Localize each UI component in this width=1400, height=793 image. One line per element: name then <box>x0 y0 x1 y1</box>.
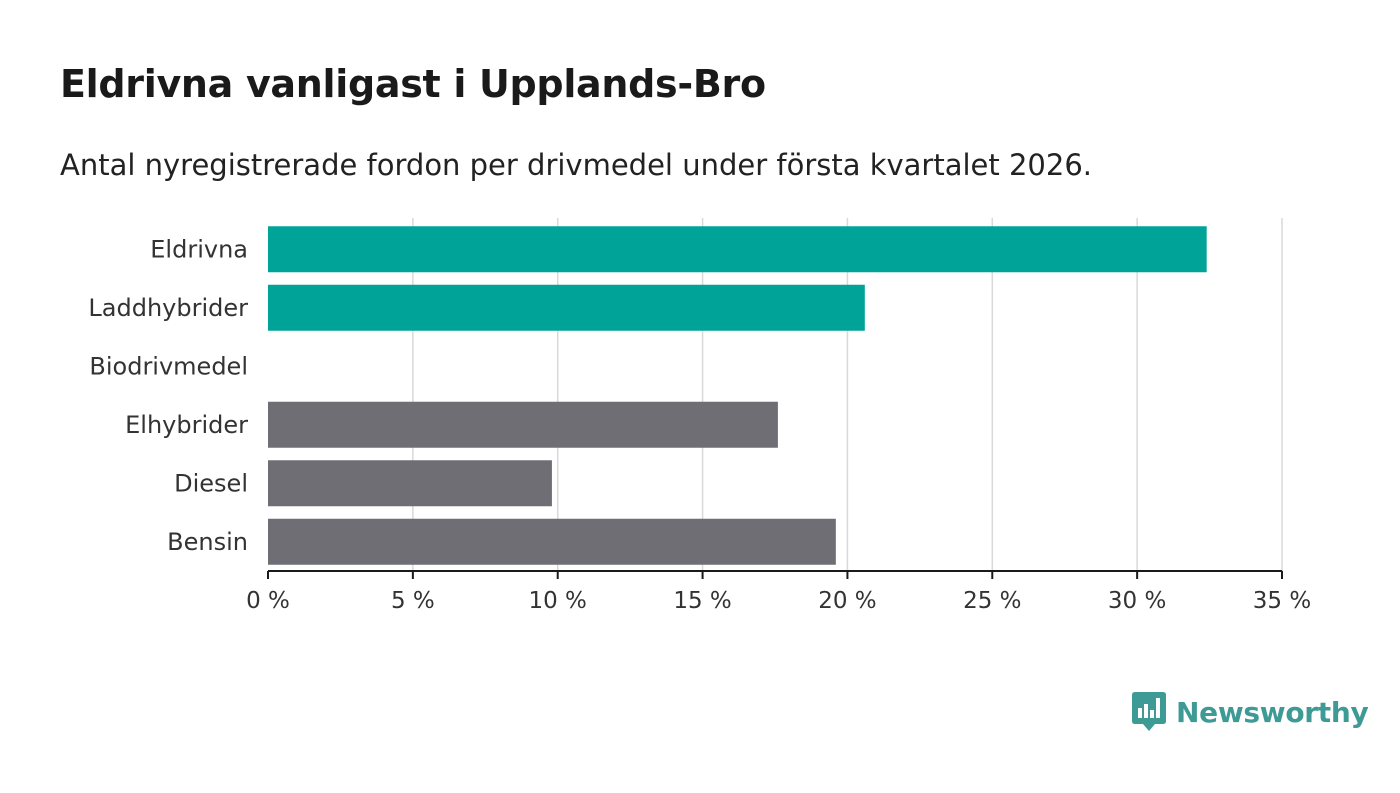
bar-laddhybrider <box>268 284 865 331</box>
bar-eldrivna <box>268 226 1207 273</box>
brand-name: Newsworthy <box>1176 695 1369 729</box>
x-axis: 0 % 5 % 10 % 15 % 20 % 25 % 30 % 35 % <box>246 570 1311 614</box>
bars <box>268 226 1207 565</box>
bar-bensin <box>268 518 836 565</box>
category-label: Biodrivmedel <box>89 352 248 380</box>
x-tick-label: 25 % <box>963 588 1021 614</box>
newsworthy-logo-icon <box>1132 692 1166 731</box>
bar-diesel <box>268 460 552 507</box>
category-label: Bensin <box>167 528 248 556</box>
x-tick-label: 20 % <box>818 588 876 614</box>
x-tick-label: 15 % <box>673 588 731 614</box>
brand-logo: Newsworthy <box>1132 692 1369 732</box>
x-tick-label: 10 % <box>528 588 586 614</box>
x-tick-label: 5 % <box>391 588 435 614</box>
bar-elhybrider <box>268 401 778 448</box>
chart-title: Eldrivna vanligast i Upplands-Bro <box>60 62 766 106</box>
category-label: Laddhybrider <box>88 294 248 322</box>
category-label: Eldrivna <box>150 235 248 263</box>
category-labels: Eldrivna Laddhybrider Biodrivmedel Elhybrid… <box>88 235 248 556</box>
chart-subtitle: Antal nyregistrerade fordon per drivmede… <box>60 148 1093 182</box>
x-tick-label: 30 % <box>1108 588 1166 614</box>
grid-lines <box>412 218 1283 571</box>
category-label: Diesel <box>174 469 248 497</box>
x-tick-label: 35 % <box>1253 588 1311 614</box>
category-label: Elhybrider <box>125 411 248 439</box>
x-tick-label: 0 % <box>246 588 290 614</box>
